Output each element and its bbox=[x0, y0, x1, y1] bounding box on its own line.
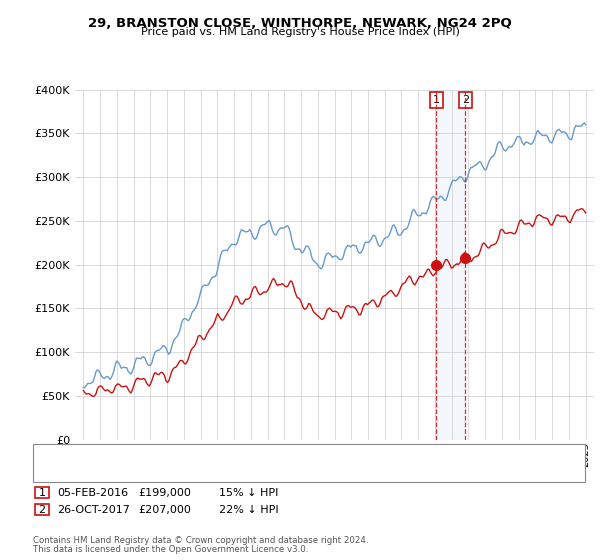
Text: £199,000: £199,000 bbox=[138, 488, 191, 498]
Text: 2: 2 bbox=[462, 95, 469, 105]
Text: 05-FEB-2016: 05-FEB-2016 bbox=[57, 488, 128, 498]
Bar bbox=[436, 90, 466, 440]
Text: 1: 1 bbox=[38, 488, 46, 498]
Text: 26-OCT-2017: 26-OCT-2017 bbox=[57, 505, 130, 515]
Text: HPI: Average price, detached house, Newark and Sherwood: HPI: Average price, detached house, Newa… bbox=[64, 467, 374, 477]
Text: 15% ↓ HPI: 15% ↓ HPI bbox=[219, 488, 278, 498]
Text: £207,000: £207,000 bbox=[138, 505, 191, 515]
Text: This data is licensed under the Open Government Licence v3.0.: This data is licensed under the Open Gov… bbox=[33, 545, 308, 554]
Text: 29, BRANSTON CLOSE, WINTHORPE, NEWARK, NG24 2PQ: 29, BRANSTON CLOSE, WINTHORPE, NEWARK, N… bbox=[88, 17, 512, 30]
Text: 2: 2 bbox=[38, 505, 46, 515]
Text: —: — bbox=[40, 463, 57, 481]
Text: Price paid vs. HM Land Registry's House Price Index (HPI): Price paid vs. HM Land Registry's House … bbox=[140, 27, 460, 37]
Text: 22% ↓ HPI: 22% ↓ HPI bbox=[219, 505, 278, 515]
Text: —: — bbox=[40, 444, 57, 462]
Text: 29, BRANSTON CLOSE, WINTHORPE, NEWARK, NG24 2PQ (detached house): 29, BRANSTON CLOSE, WINTHORPE, NEWARK, N… bbox=[64, 448, 455, 458]
Text: 1: 1 bbox=[433, 95, 440, 105]
Text: Contains HM Land Registry data © Crown copyright and database right 2024.: Contains HM Land Registry data © Crown c… bbox=[33, 536, 368, 545]
